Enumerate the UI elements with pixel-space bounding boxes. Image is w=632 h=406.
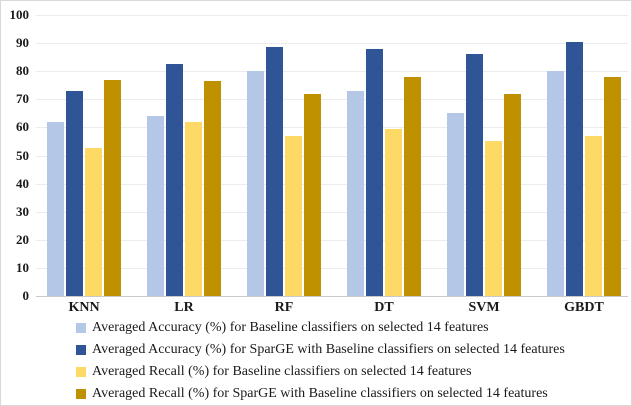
bar-rf-series1 bbox=[247, 71, 264, 296]
gridline-y90 bbox=[36, 43, 628, 45]
bar-knn-series3 bbox=[85, 148, 102, 296]
legend-label: Averaged Recall (%) for Baseline classif… bbox=[92, 364, 472, 379]
y-tick-label-20: 20 bbox=[16, 231, 29, 247]
bar-lr-series3 bbox=[185, 121, 202, 296]
x-tick-label-dt: DT bbox=[374, 300, 394, 315]
bar-lr-series1 bbox=[147, 116, 164, 296]
legend-item-4: Averaged Recall (%) for SparGE with Base… bbox=[76, 383, 626, 405]
legend-swatch-icon bbox=[76, 323, 86, 333]
y-tick-label-60: 60 bbox=[16, 119, 29, 135]
x-tick-label-rf: RF bbox=[274, 300, 294, 315]
bar-rf-series3 bbox=[285, 135, 302, 296]
gridline-y80 bbox=[36, 71, 628, 73]
y-tick-label-10: 10 bbox=[16, 259, 29, 275]
legend-item-2: Averaged Accuracy (%) for SparGE with Ba… bbox=[76, 339, 626, 361]
legend-swatch-icon bbox=[76, 389, 86, 399]
legend-label: Averaged Recall (%) for SparGE with Base… bbox=[92, 386, 548, 401]
y-tick-label-100: 100 bbox=[9, 7, 30, 22]
gridline-y100 bbox=[36, 15, 628, 16]
y-axis: 0 10 20 30 40 50 60 70 80 90 100 bbox=[1, 1, 31, 311]
bar-dt-series1 bbox=[347, 90, 364, 296]
bar-lr-series2 bbox=[166, 64, 183, 296]
bar-rf-series4 bbox=[304, 93, 321, 296]
x-axis-line bbox=[36, 296, 628, 297]
legend-label: Averaged Accuracy (%) for SparGE with Ba… bbox=[92, 342, 565, 357]
bar-svm-series4 bbox=[504, 93, 521, 296]
bar-gbdt-series3 bbox=[585, 135, 602, 296]
y-tick-label-80: 80 bbox=[16, 63, 29, 79]
legend-label: Averaged Accuracy (%) for Baseline class… bbox=[92, 320, 489, 335]
bar-gbdt-series2 bbox=[566, 41, 583, 296]
bar-knn-series1 bbox=[47, 121, 64, 296]
gridline-y30 bbox=[36, 211, 628, 213]
x-axis: KNN LR RF DT SVM GBDT bbox=[36, 300, 628, 318]
y-tick-label-0: 0 bbox=[22, 288, 30, 303]
y-tick-label-40: 40 bbox=[16, 175, 29, 191]
legend-swatch-icon bbox=[76, 367, 86, 377]
x-tick-label-lr: LR bbox=[174, 300, 194, 315]
bar-dt-series3 bbox=[385, 128, 402, 296]
gridline-y70 bbox=[36, 99, 628, 101]
gridline-y10 bbox=[36, 267, 628, 269]
legend-swatch-icon bbox=[76, 345, 86, 355]
bar-lr-series4 bbox=[204, 81, 221, 296]
bar-svm-series2 bbox=[466, 54, 483, 296]
y-tick-label-30: 30 bbox=[16, 203, 29, 219]
legend-item-3: Averaged Recall (%) for Baseline classif… bbox=[76, 361, 626, 383]
y-tick-label-70: 70 bbox=[16, 91, 29, 107]
x-tick-label-knn: KNN bbox=[68, 300, 100, 315]
bar-gbdt-series4 bbox=[604, 76, 621, 296]
bar-rf-series2 bbox=[266, 47, 283, 296]
plot-area bbox=[36, 15, 628, 297]
gridline-y50 bbox=[36, 155, 628, 157]
gridline-y60 bbox=[36, 127, 628, 129]
bar-svm-series3 bbox=[485, 141, 502, 296]
bar-dt-series2 bbox=[366, 48, 383, 296]
gridline-y20 bbox=[36, 239, 628, 241]
bar-svm-series1 bbox=[447, 113, 464, 296]
bar-dt-series4 bbox=[404, 76, 421, 296]
bar-knn-series2 bbox=[66, 90, 83, 296]
x-tick-label-svm: SVM bbox=[468, 300, 500, 315]
bar-knn-series4 bbox=[104, 79, 121, 296]
gridline-y40 bbox=[36, 183, 628, 185]
legend-item-1: Averaged Accuracy (%) for Baseline class… bbox=[76, 317, 626, 339]
bar-gbdt-series1 bbox=[547, 71, 564, 296]
x-tick-label-gbdt: GBDT bbox=[564, 300, 604, 315]
y-tick-label-90: 90 bbox=[16, 35, 29, 51]
legend: Averaged Accuracy (%) for Baseline class… bbox=[76, 317, 626, 405]
y-tick-label-50: 50 bbox=[16, 147, 29, 163]
